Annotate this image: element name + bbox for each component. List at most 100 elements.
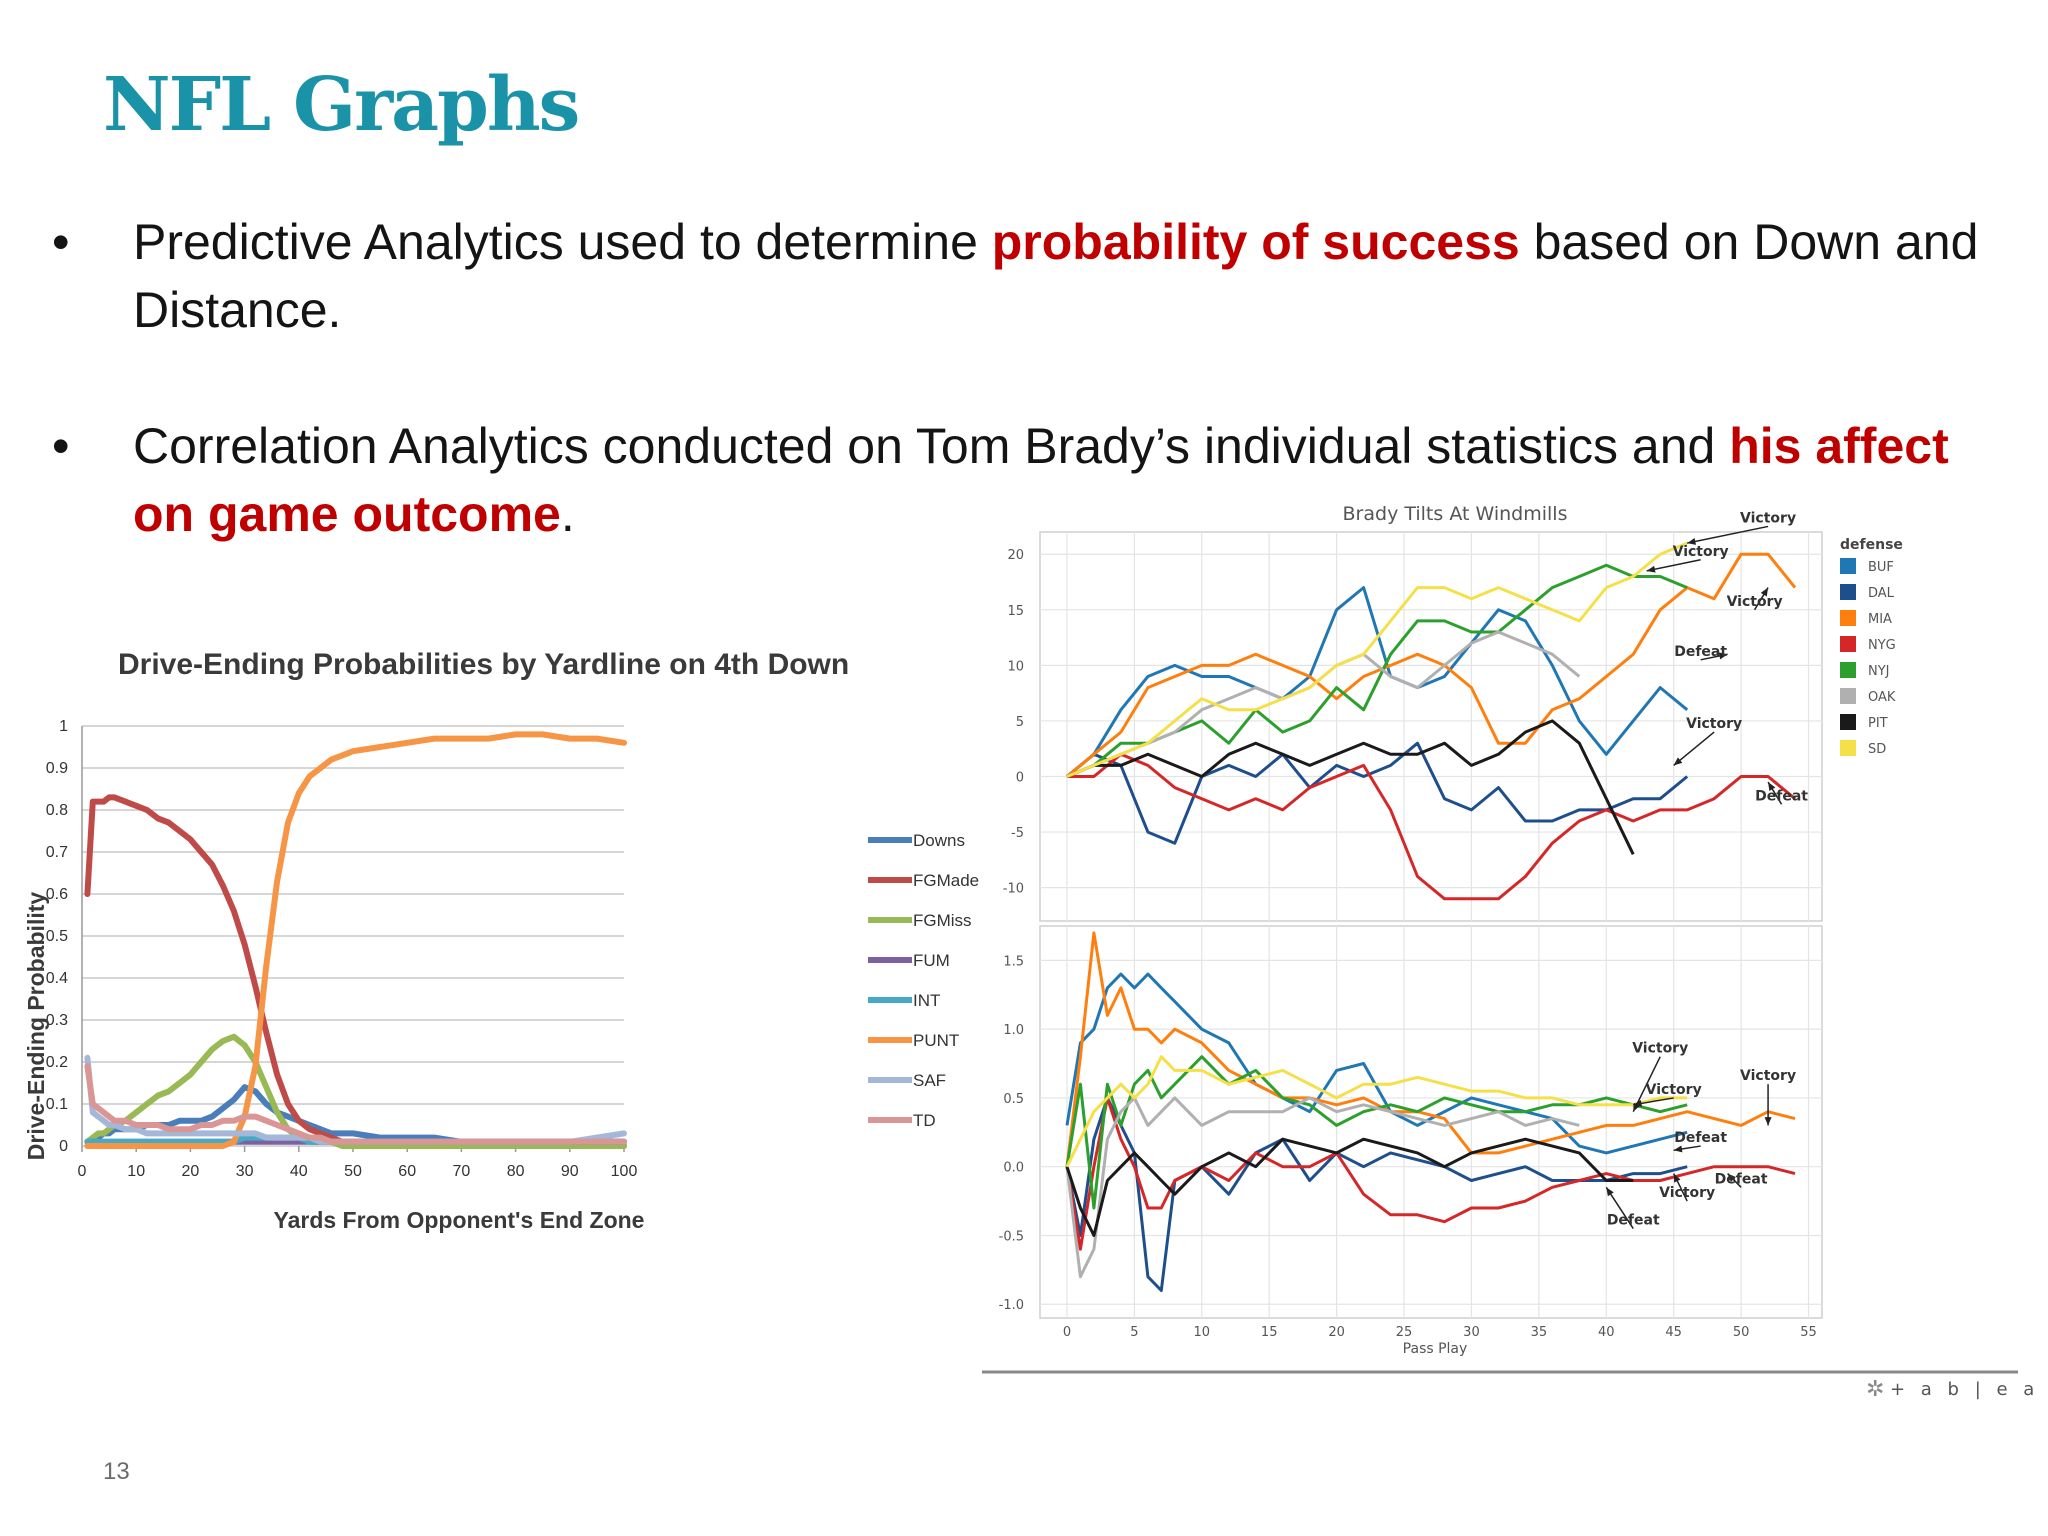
y-tick-label: 0.8	[46, 802, 68, 819]
y-tick-label: 0	[1016, 771, 1024, 786]
legend-swatch	[1840, 662, 1856, 678]
annotation: Victory	[1633, 1082, 1702, 1107]
chart-title: Brady Tilts At Windmills	[1343, 503, 1568, 525]
annotation-arrowhead	[1673, 1173, 1681, 1183]
annotation: Defeat	[1755, 781, 1808, 805]
bullet-highlight: his affect on game outcome	[133, 418, 1949, 542]
bullet-predictive: • Predictive Analytics used to determine…	[48, 208, 1998, 344]
slide-number: 13	[103, 1458, 130, 1485]
y-tick-label: 0.1	[46, 1096, 68, 1113]
y-tick-label: 0.9	[46, 760, 68, 777]
annotation-label: Victory	[1727, 594, 1783, 610]
panel-2: 1.5 1.0 0.5 0.0 -0.5 -1.0	[999, 925, 1823, 1319]
y-tick-label: 0.0	[1003, 1161, 1024, 1176]
series-line-td	[84, 1063, 627, 1145]
annotation-arrowhead	[1760, 587, 1769, 597]
legend-swatch	[1840, 740, 1856, 756]
legend-label: PUNT	[913, 1031, 959, 1050]
x-tick-label: 20	[1328, 1325, 1345, 1340]
bullet-text: based on Down and Distance.	[133, 214, 1979, 338]
series-line-buf	[1066, 586, 1689, 778]
x-tick-label: 55	[1800, 1325, 1817, 1340]
annotation-label: Victory	[1740, 1068, 1796, 1084]
x-tick-label: 45	[1665, 1325, 1682, 1340]
legend-label: OAK	[1868, 690, 1896, 705]
x-tick-label: 10	[127, 1163, 145, 1180]
bullet-marker: •	[52, 418, 70, 474]
annotation-label: Victory	[1740, 510, 1796, 526]
legend-label: BUF	[1868, 560, 1894, 575]
x-tick-label: 50	[344, 1163, 362, 1180]
bullet-text: Predictive Analytics used to determine	[133, 214, 992, 270]
y-tick-label: 0.3	[46, 1012, 68, 1029]
bullet-highlight: probability of success	[991, 214, 1520, 270]
tableau-logo-text: + a b | e a u	[1890, 1379, 2048, 1400]
x-tick-label: 15	[1261, 1325, 1278, 1340]
y-tick-label: -5	[1011, 826, 1024, 841]
bullet-list: • Predictive Analytics used to determine…	[48, 208, 1998, 616]
annotation-arrow	[1687, 525, 1769, 544]
y-tick-label: -1.0	[999, 1298, 1024, 1313]
legend-label: FGMade	[913, 871, 979, 890]
annotation-label: Victory	[1673, 544, 1729, 560]
y-tick-label: 5	[1016, 715, 1024, 730]
legend-label: MIA	[1868, 612, 1892, 627]
annotation: Defeat	[1715, 1171, 1768, 1188]
series-line-oak	[1065, 1096, 1580, 1279]
series-line-mia	[1066, 552, 1797, 778]
annotation-arrow	[1673, 731, 1715, 766]
legend-label: SD	[1868, 742, 1886, 757]
x-tick-label: 30	[1463, 1325, 1480, 1340]
x-axis: 0 5 10 15 20 25 30 35 40 45 50 55	[1063, 1325, 1817, 1340]
annotation: Defeat	[1674, 644, 1728, 661]
axes: 00.10.20.30.40.50.60.70.80.910 10 20 30 40 50…	[46, 718, 638, 1180]
annotation: Victory	[1673, 716, 1742, 766]
annotation: Victory	[1687, 510, 1796, 545]
annotation-arrowhead	[1718, 652, 1728, 660]
legend-label: FGMiss	[913, 911, 972, 930]
y-tick-label: 0.6	[46, 886, 68, 903]
annotation-arrowhead	[1673, 757, 1683, 766]
gridlines	[82, 725, 624, 1147]
x-tick-label: 40	[1598, 1325, 1615, 1340]
annotation-arrowhead	[1768, 782, 1776, 791]
annotation-arrowhead	[1606, 1187, 1614, 1197]
slide-title: NFL Graphs	[103, 62, 580, 148]
x-tick-label: 40	[290, 1163, 308, 1180]
bullet-correlation: • Correlation Analytics conducted on Tom…	[48, 412, 1998, 548]
drive-ending-chart: Drive-Ending Probabilities by Yardline o…	[23, 648, 979, 1233]
y-tick-label: 1	[59, 718, 68, 735]
series-line-pit	[1065, 1137, 1634, 1237]
series-line-punt	[84, 731, 627, 1149]
x-axis-title: Pass Play	[1403, 1341, 1468, 1357]
legend-swatch	[1840, 714, 1856, 730]
legend-label: NYG	[1868, 638, 1896, 653]
x-tick-label: 100	[611, 1163, 638, 1180]
y-tick-label: 20	[1007, 548, 1024, 563]
annotation: Victory	[1740, 1068, 1796, 1126]
panel-1: 20 15 10 5 0 -5 -10	[1003, 531, 1823, 922]
y-tick-label: 1.0	[1003, 1023, 1024, 1038]
y-tick-label: -0.5	[999, 1229, 1024, 1244]
annotation-label: Victory	[1659, 1185, 1715, 1201]
annotation-label: Defeat	[1607, 1213, 1660, 1229]
y-axis-title: Drive-Ending Probability	[23, 892, 49, 1161]
series-line-sd	[1065, 1055, 1688, 1168]
y-tick-label: 0.5	[1003, 1092, 1024, 1107]
series-line-dal	[1065, 1096, 1688, 1292]
x-tick-label: 0	[1063, 1325, 1071, 1340]
legend-swatch	[1840, 584, 1856, 600]
x-axis-title: Yards From Opponent's End Zone	[274, 1207, 645, 1233]
y-tick-label: 0	[59, 1138, 68, 1155]
series-line-nyg	[1067, 752, 1796, 901]
x-tick-label: 5	[1130, 1325, 1138, 1340]
legend-label: FUM	[913, 951, 950, 970]
annotation: Victory	[1727, 587, 1783, 611]
legend-label: PIT	[1868, 716, 1888, 731]
legend-label: SAF	[913, 1071, 946, 1090]
annotations: VictoryVictoryVictoryDefeatVictoryDefeat…	[1605, 510, 1808, 1230]
series-line-pit	[1066, 719, 1635, 855]
y-tick-label: 0.2	[46, 1054, 68, 1071]
annotation-label: Victory	[1686, 716, 1742, 732]
